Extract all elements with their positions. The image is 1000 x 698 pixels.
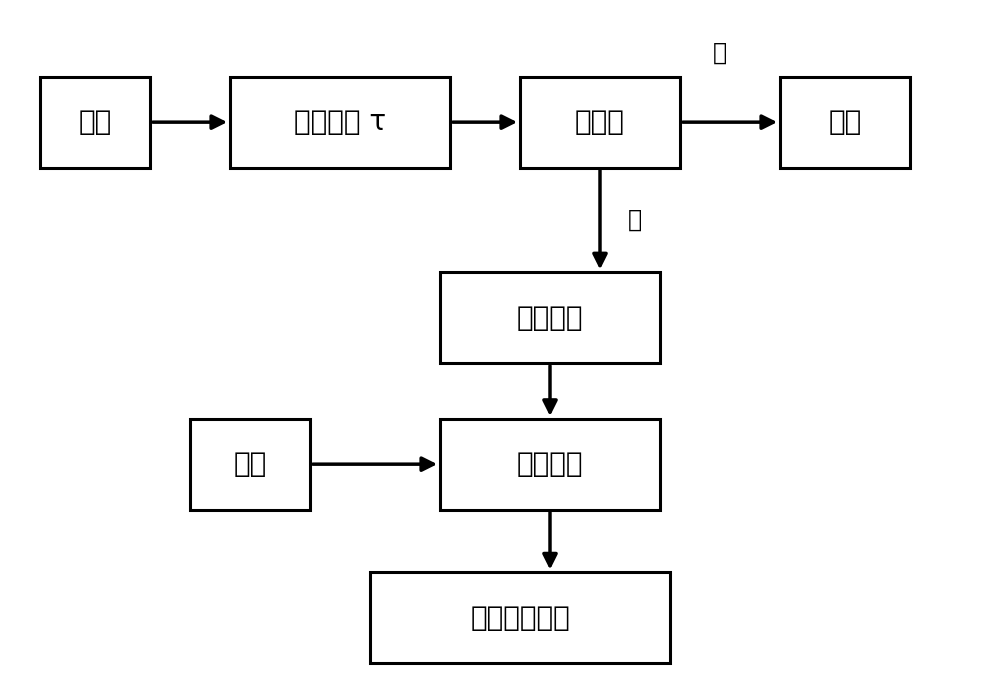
FancyBboxPatch shape — [40, 77, 150, 168]
Text: 否: 否 — [713, 40, 727, 64]
Text: 肺泡气: 肺泡气 — [575, 108, 625, 136]
Text: 光照: 光照 — [233, 450, 267, 478]
Text: 气体富集: 气体富集 — [517, 450, 583, 478]
Text: 太赫兹腔: 太赫兹腔 — [517, 304, 583, 332]
FancyBboxPatch shape — [370, 572, 670, 663]
FancyBboxPatch shape — [440, 272, 660, 363]
FancyBboxPatch shape — [230, 77, 450, 168]
Text: 衰荡时间 τ: 衰荡时间 τ — [294, 108, 386, 136]
Text: 气体检测分析: 气体检测分析 — [470, 604, 570, 632]
Text: 是: 是 — [628, 208, 642, 232]
FancyBboxPatch shape — [190, 419, 310, 510]
FancyBboxPatch shape — [440, 419, 660, 510]
FancyBboxPatch shape — [520, 77, 680, 168]
Text: 排出: 排出 — [828, 108, 862, 136]
FancyBboxPatch shape — [780, 77, 910, 168]
Text: 气流: 气流 — [78, 108, 112, 136]
